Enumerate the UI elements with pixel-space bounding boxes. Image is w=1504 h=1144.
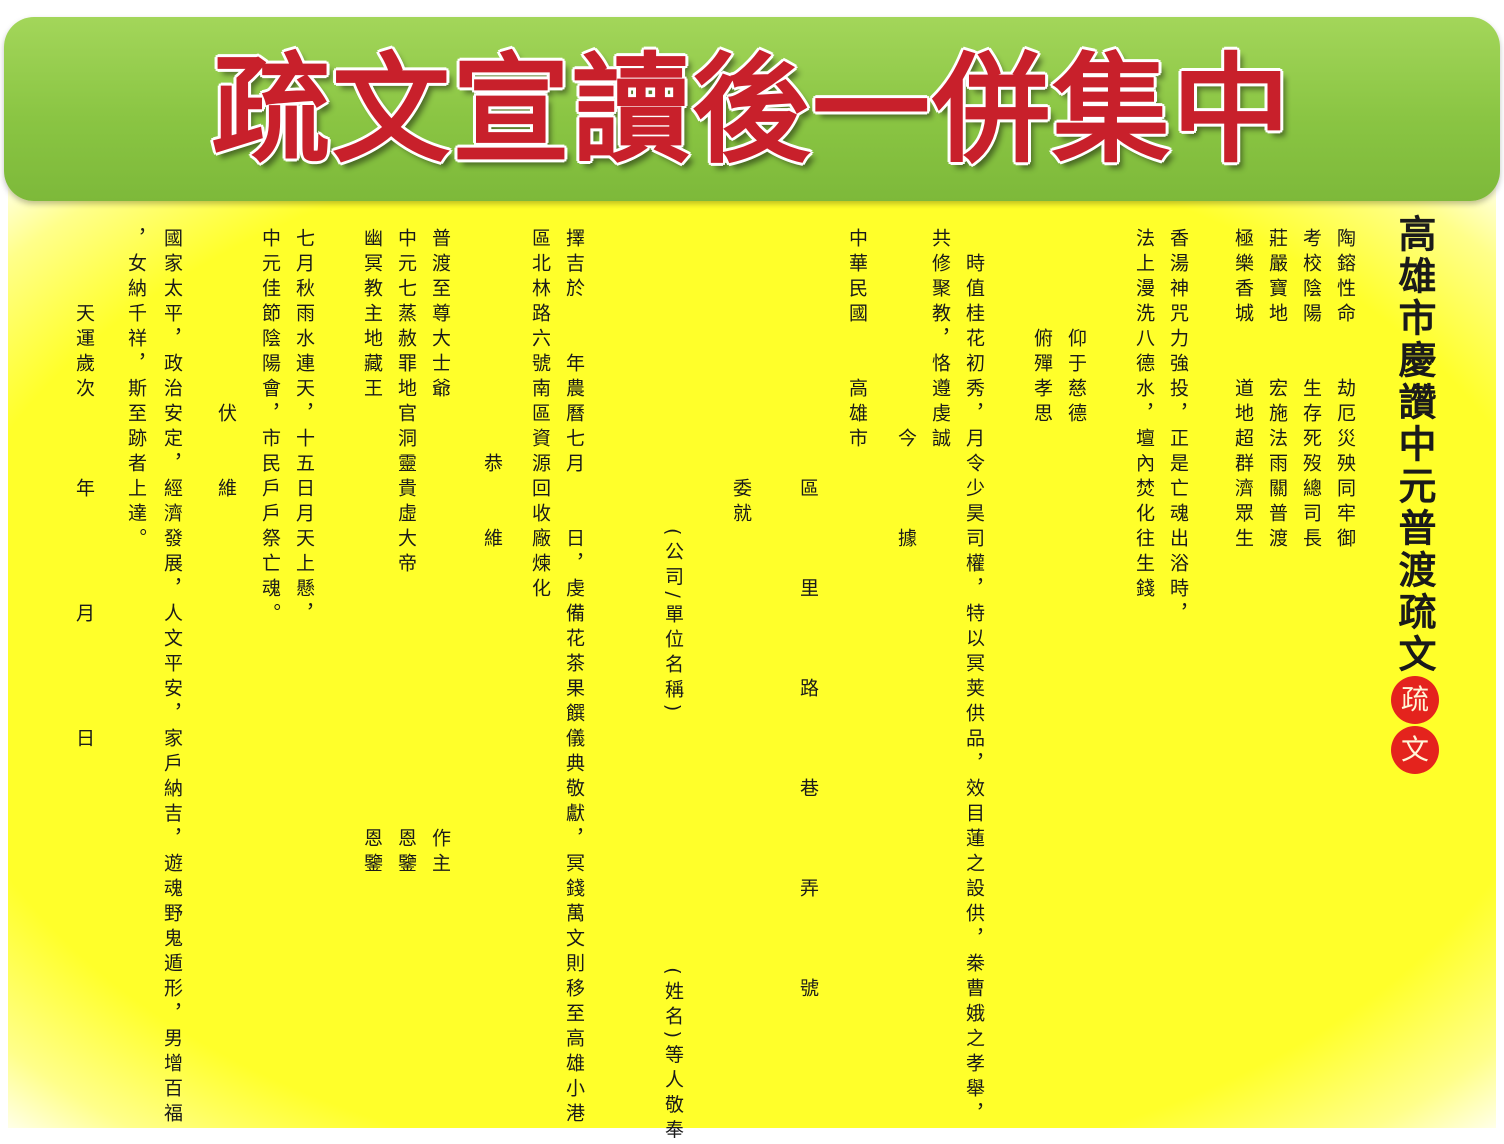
text-column-12: 委就: [730, 228, 752, 528]
banner-title: 疏文宣讀後一併集中: [211, 41, 1292, 179]
text-column-3: 莊嚴寶地 宏施法雨關普渡: [1266, 228, 1288, 553]
title-banner: 疏文宣讀後一併集中: [4, 17, 1500, 201]
text-column-24: 伏 維: [215, 228, 237, 503]
text-column-15: (公司/單位名稱) (姓名)等人敬奉: [662, 228, 684, 1144]
text-column-22: 七月秋雨水連天，十五日月天上懸，: [293, 228, 315, 628]
seal-char-1: 疏: [1391, 676, 1439, 724]
text-column-27: 天運歲次 年 月 日: [73, 228, 95, 753]
text-column-17: 區北林路六號南區資源回收廠煉化: [529, 228, 551, 603]
text-column-18: 恭 維: [481, 228, 503, 553]
text-column-10: 共修聚教，恪遵虔誠: [929, 228, 951, 453]
text-column-21: 幽冥教主地藏王 恩鑒: [361, 228, 383, 878]
seal-stamp: 疏 文: [1390, 676, 1440, 774]
text-column-9: 時值桂花初秀，月令少昊司權，特以冥荚供品，效目蓮之設供，桊曹娥之孝舉，: [963, 228, 985, 1128]
seal-char-2: 文: [1391, 726, 1439, 774]
text-column-6: 法上漫洗八德水，壇內焚化往生錢: [1133, 228, 1155, 603]
text-column-14: 區 里 路 巷 弄 號: [797, 228, 819, 1003]
prayer-scroll: [8, 180, 1496, 1128]
text-column-26: ，女納千祥，斯至跡者上達。: [125, 228, 147, 553]
text-column-1: 陶鎔性命 劫厄災殃同牢御: [1334, 228, 1356, 553]
text-column-20: 中元七蒸赦罪地官洞靈貴虛大帝 恩鑒: [395, 228, 417, 878]
text-column-23: 中元佳節陰陽會，市民戶戶祭亡魂。: [259, 228, 281, 628]
text-column-2: 考校陰陽 生存死歿總司長: [1300, 228, 1322, 553]
text-column-13: 中華民國 高雄市: [846, 228, 868, 453]
text-column-25: 國家太平，政治安定，經濟發展，人文平安，家戶納吉，遊魂野鬼遁形，男增百福: [161, 228, 183, 1128]
text-column-16: 擇吉於 年農曆七月 日，虔備花茶果饌儀典敬獻，冥錢萬文則移至高雄小港: [563, 228, 585, 1128]
text-column-4: 極樂香城 道地超群濟眾生: [1232, 228, 1254, 553]
text-column-8: 俯殫孝思: [1031, 228, 1053, 428]
text-column-7: 仰于慈德: [1065, 228, 1087, 428]
text-column-11: 今 據: [895, 228, 917, 553]
document-heading: 高雄市慶讚中元普渡疏文: [1392, 214, 1437, 676]
text-column-19: 普渡至尊大士爺 作主: [429, 228, 451, 878]
text-column-5: 香湯神咒力強投，正是亡魂出浴時，: [1167, 228, 1189, 628]
